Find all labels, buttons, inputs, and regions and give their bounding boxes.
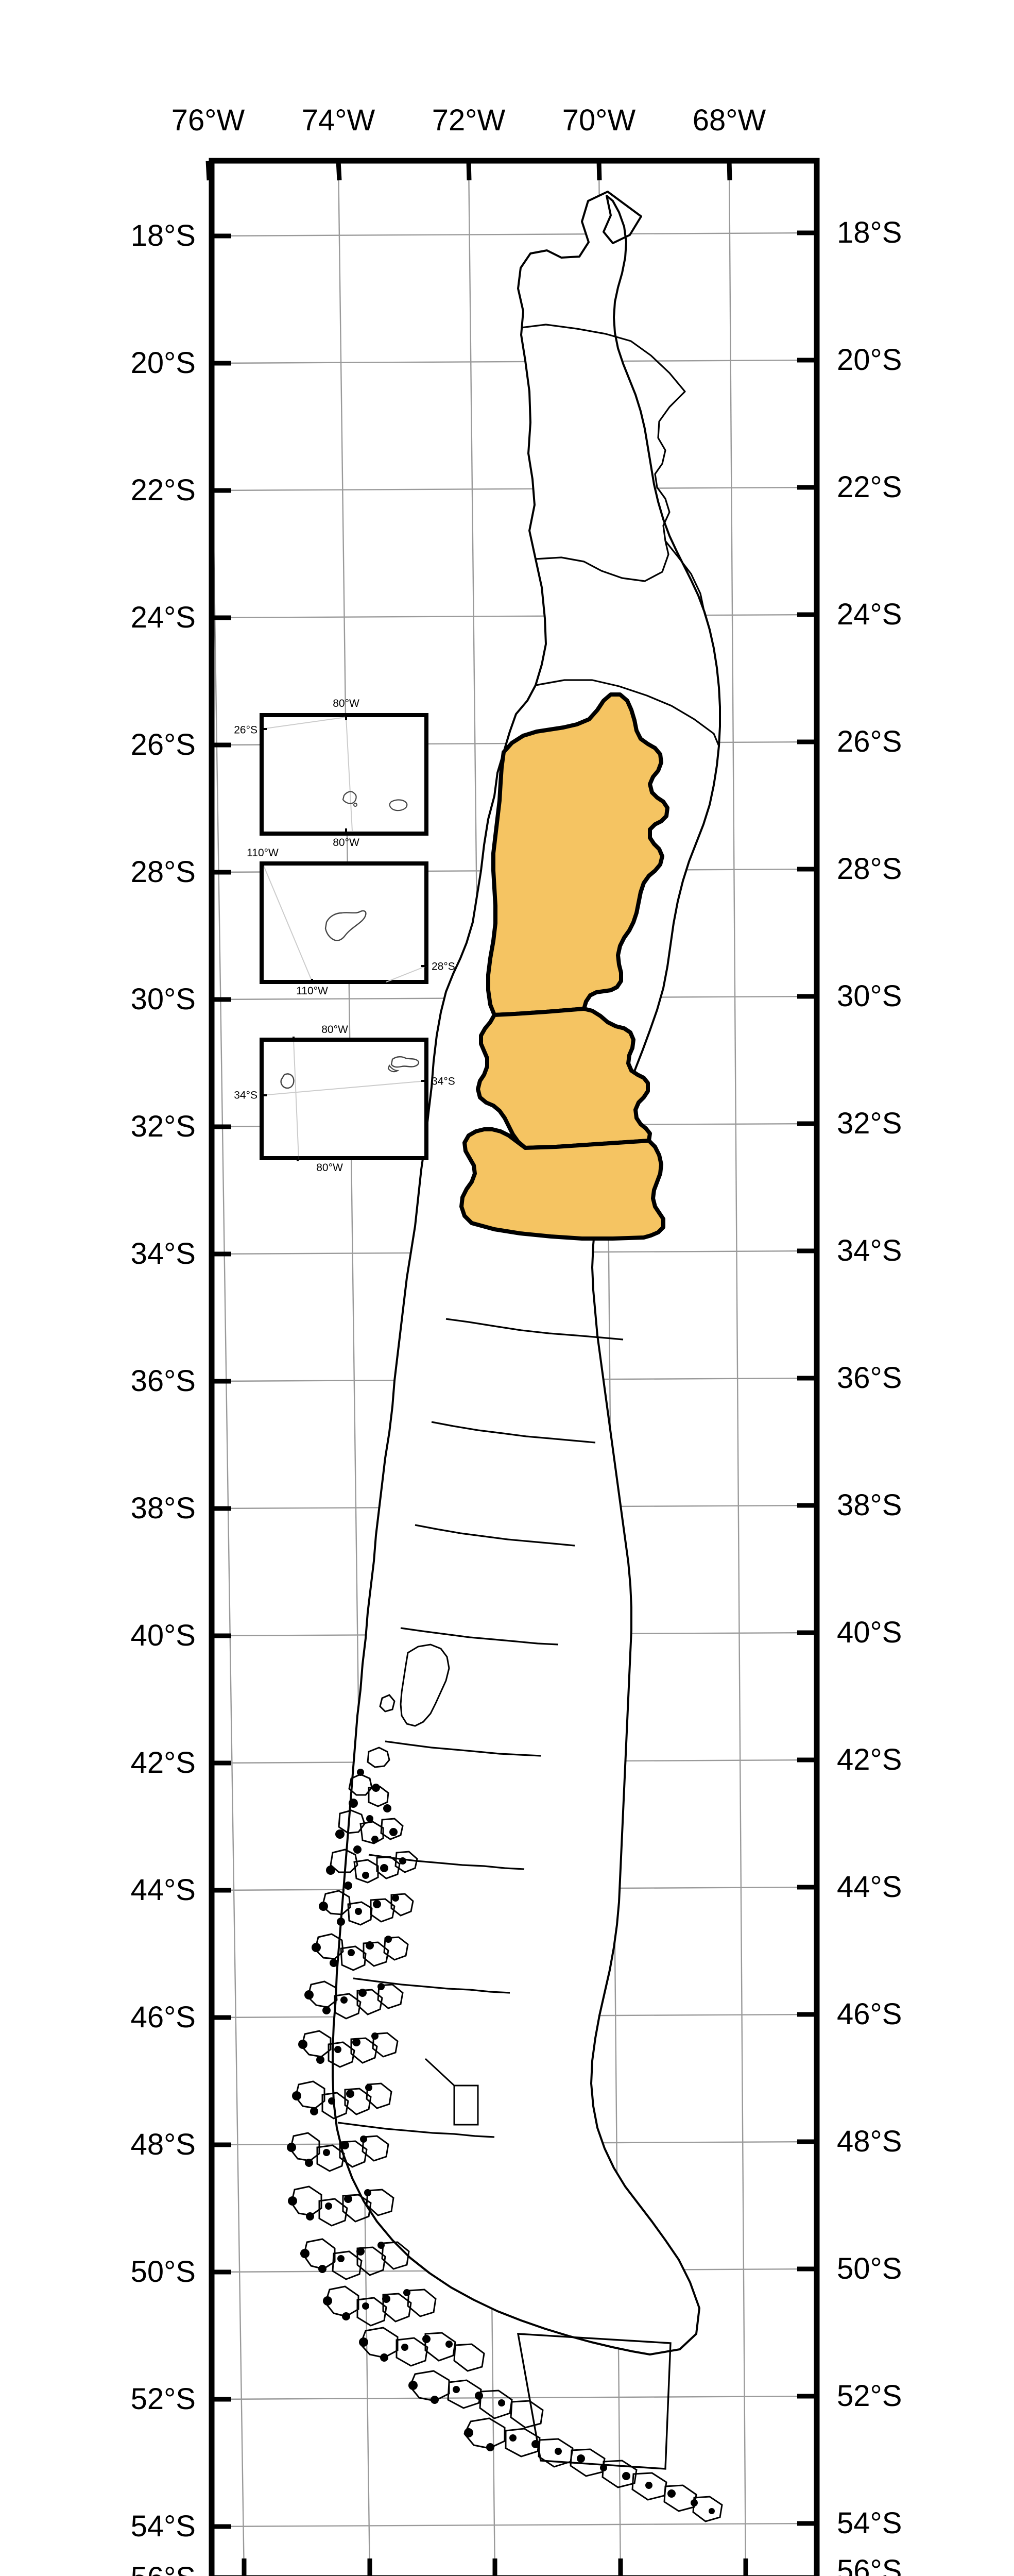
ticks-right	[797, 230, 817, 2526]
fjord-stipple	[287, 1769, 715, 2514]
axis-tick-label-right-8: 34°S	[837, 1234, 902, 1267]
axis-tick-label-right-11: 40°S	[837, 1616, 902, 1649]
axis-tick-label-right-0: 18°S	[837, 216, 902, 249]
region-coquimbo	[486, 692, 669, 1017]
axis-tick-label-top-3: 70°W	[562, 104, 636, 137]
axis-tick-label-right-12: 42°S	[837, 1743, 902, 1776]
region-valparaiso	[476, 1007, 652, 1150]
axis-tick-label-top-4: 68°W	[692, 104, 766, 137]
inset-juan-fernandez-left-label: 34°S	[234, 1089, 257, 1101]
axis-tick-label-left-6: 30°S	[130, 982, 196, 1016]
axis-tick-label-right-17: 52°S	[837, 2379, 902, 2413]
axis-tick-label-left-9: 36°S	[130, 1364, 196, 1398]
axis-tick-label-left-4: 26°S	[130, 728, 196, 761]
inset-easter-island-right-label: 28°S	[432, 960, 455, 973]
axis-tick-label-left-19: 56°S	[82, 2563, 196, 2576]
region-metropolitana	[459, 1127, 665, 1241]
axis-tick-label-top-2: 72°W	[432, 104, 506, 137]
axis-tick-label-left-18: 54°S	[130, 2510, 196, 2543]
axis-tick-label-left-14: 46°S	[130, 2001, 196, 2034]
inset-desventuradas-bottom-label: 80°W	[333, 837, 359, 849]
ticks-bottom	[242, 2558, 748, 2576]
inset-easter-island-graphic	[260, 861, 428, 984]
inset-juan-fernandez-top-label: 80°W	[321, 1024, 348, 1036]
axis-tick-label-left-3: 24°S	[130, 601, 196, 634]
axis-tick-label-top-0: 76°W	[171, 104, 245, 137]
chile-region-borders-mid	[337, 1222, 644, 2138]
axis-tick-label-left-0: 18°S	[130, 219, 196, 252]
inset-easter-island-bottom-label: 110°W	[296, 985, 328, 997]
axis-tick-label-left-11: 40°S	[130, 1619, 196, 1652]
axis-tick-label-right-2: 22°S	[837, 470, 902, 504]
axis-tick-label-left-17: 52°S	[130, 2382, 196, 2416]
chile-region-borders-north	[521, 324, 720, 747]
axis-tick-label-left-5: 28°S	[130, 855, 196, 889]
axis-tick-label-right-19: 56°S	[837, 2554, 902, 2576]
annotation-leader-line	[424, 2058, 455, 2087]
axis-tick-label-right-6: 30°S	[837, 979, 902, 1013]
annotation-box-magallanes	[453, 2084, 479, 2126]
axis-tick-label-left-13: 44°S	[130, 1873, 196, 1907]
ticks-top	[205, 160, 732, 181]
axis-tick-label-right-15: 48°S	[837, 2125, 902, 2158]
axis-tick-label-left-8: 34°S	[130, 1237, 196, 1270]
axis-tick-label-left-12: 42°S	[130, 1746, 196, 1780]
highlighted-regions	[459, 692, 669, 1241]
axis-tick-label-left-16: 50°S	[130, 2255, 196, 2289]
inset-desventuradas-left-label: 26°S	[234, 724, 257, 736]
axis-tick-label-left-7: 32°S	[130, 1110, 196, 1143]
inset-juan-fernandez-bottom-label: 80°W	[316, 1162, 343, 1174]
axis-tick-label-right-9: 36°S	[837, 1361, 902, 1395]
axis-tick-label-right-7: 32°S	[837, 1107, 902, 1140]
axis-tick-label-left-15: 48°S	[130, 2128, 196, 2161]
axis-tick-label-right-4: 26°S	[837, 725, 902, 758]
plot-frame	[209, 158, 820, 2576]
inset-easter-island-top-label: 110°W	[247, 847, 279, 859]
axis-tick-label-right-13: 44°S	[837, 1870, 902, 1904]
axis-tick-label-left-2: 22°S	[130, 473, 196, 507]
axis-tick-label-top-1: 74°W	[301, 104, 375, 137]
axis-tick-label-left-10: 38°S	[130, 1492, 196, 1525]
inset-juan-fernandez-graphic	[260, 1037, 428, 1161]
tierra-del-fuego-border	[517, 2333, 672, 2470]
axis-tick-label-left-1: 20°S	[130, 346, 196, 380]
axis-tick-label-right-10: 38°S	[837, 1488, 902, 1522]
axis-tick-label-right-3: 24°S	[837, 598, 902, 631]
inset-juan-fernandez-right-label: 34°S	[432, 1075, 455, 1088]
axis-tick-label-right-16: 50°S	[837, 2252, 902, 2285]
axis-tick-label-right-18: 54°S	[837, 2506, 902, 2540]
ticks-left	[212, 233, 231, 2529]
axis-tick-label-right-1: 20°S	[837, 343, 902, 377]
inset-desventuradas-top-label: 80°W	[333, 698, 359, 709]
axis-tick-label-right-14: 46°S	[837, 1997, 902, 2031]
axis-tick-label-right-5: 28°S	[837, 852, 902, 886]
inset-desventuradas-graphic	[260, 713, 428, 836]
